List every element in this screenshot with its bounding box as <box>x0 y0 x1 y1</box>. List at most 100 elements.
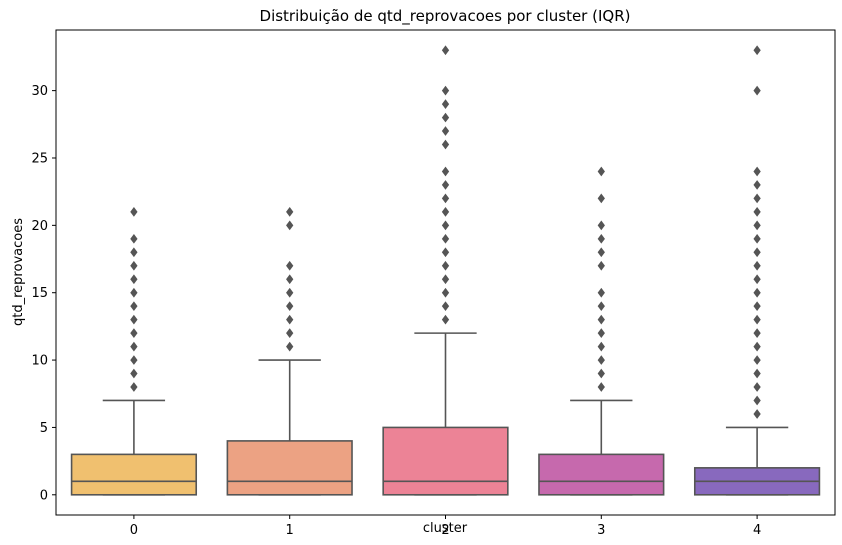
outlier-point <box>753 166 761 177</box>
outlier-point <box>130 355 138 365</box>
outlier-point <box>441 166 450 177</box>
outlier-point <box>286 341 294 352</box>
outlier-point <box>441 85 450 96</box>
outlier-point <box>441 301 450 312</box>
outlier-point <box>753 233 761 244</box>
outlier-point <box>597 260 605 271</box>
outlier-point <box>130 233 138 244</box>
outlier-point <box>130 260 138 271</box>
outlier-point <box>441 274 450 285</box>
outlier-point <box>286 301 294 312</box>
outlier-point <box>597 220 605 231</box>
outlier-point <box>753 287 761 298</box>
plot-frame <box>55 29 836 516</box>
outlier-point <box>597 233 605 244</box>
outlier-point <box>753 220 761 231</box>
box-group-cluster-3 <box>538 166 665 496</box>
outlier-point <box>753 274 761 285</box>
chart-title: Distribuição de qtd_reprovacoes por clus… <box>260 7 631 26</box>
outlier-point <box>286 287 294 298</box>
outlier-point <box>441 126 450 136</box>
outlier-point <box>441 314 450 325</box>
x-tick-label: 1 <box>286 523 294 538</box>
outlier-point <box>597 166 605 177</box>
outlier-point <box>597 355 605 365</box>
y-tick-label: 30 <box>31 84 48 99</box>
outlier-point <box>441 45 450 56</box>
outlier-point <box>753 193 761 204</box>
x-axis-label: cluster <box>423 521 468 536</box>
iqr-box <box>70 453 198 496</box>
iqr-box <box>226 440 353 496</box>
outlier-point <box>130 207 138 217</box>
boxes-layer <box>70 45 821 496</box>
outlier-point <box>597 341 605 352</box>
iqr-box <box>382 426 509 496</box>
iqr-box <box>538 453 665 496</box>
outlier-point <box>753 341 761 352</box>
outlier-point <box>441 99 450 109</box>
outlier-point <box>441 233 450 244</box>
outlier-point <box>130 287 138 298</box>
outlier-point <box>130 274 138 285</box>
outlier-point <box>130 341 138 352</box>
outlier-point <box>130 314 138 325</box>
outlier-point <box>597 382 605 392</box>
x-tick-label: 0 <box>130 523 138 538</box>
box-group-cluster-0 <box>70 207 198 496</box>
outlier-point <box>597 247 605 258</box>
box-group-cluster-1 <box>226 207 353 496</box>
y-tick-label: 0 <box>40 488 48 503</box>
outlier-point <box>441 287 450 298</box>
x-axis-ticks: 0 1 2 3 4 <box>130 515 761 538</box>
outlier-point <box>753 45 761 56</box>
outlier-point <box>597 314 605 325</box>
outlier-point <box>597 287 605 298</box>
outlier-point <box>286 328 294 338</box>
outlier-point <box>130 328 138 338</box>
outlier-point <box>286 274 294 285</box>
x-tick-label: 4 <box>753 523 761 538</box>
x-tick-label: 3 <box>597 523 605 538</box>
y-tick-label: 25 <box>31 151 48 166</box>
outlier-point <box>286 314 294 325</box>
outlier-point <box>130 301 138 312</box>
box-group-cluster-4 <box>693 45 821 496</box>
outlier-point <box>441 260 450 271</box>
outlier-point <box>753 355 761 365</box>
outlier-point <box>286 260 294 271</box>
box-group-cluster-2 <box>382 45 509 496</box>
outlier-point <box>286 207 294 217</box>
outlier-point <box>597 301 605 312</box>
y-axis-ticks: 0 5 10 15 20 25 30 <box>31 84 56 503</box>
outlier-point <box>753 368 761 379</box>
outlier-point <box>753 207 761 217</box>
y-tick-label: 10 <box>31 354 48 369</box>
outlier-point <box>597 368 605 379</box>
outlier-point <box>753 395 761 406</box>
outlier-point <box>753 301 761 312</box>
outlier-point <box>441 139 450 150</box>
outlier-point <box>753 328 761 338</box>
outlier-point <box>753 85 761 96</box>
outlier-point <box>753 409 761 419</box>
outlier-point <box>753 382 761 392</box>
outlier-point <box>441 220 450 231</box>
outlier-point <box>597 328 605 338</box>
outlier-point <box>753 180 761 190</box>
outlier-point <box>441 193 450 204</box>
y-tick-label: 15 <box>31 286 48 301</box>
x-tick-label: 2 <box>441 523 449 538</box>
outlier-point <box>753 260 761 271</box>
outlier-point <box>753 247 761 258</box>
outlier-point <box>597 193 605 204</box>
y-axis-label: qtd_reprovacoes <box>11 218 26 326</box>
y-tick-label: 20 <box>31 219 48 234</box>
y-tick-label: 5 <box>40 421 48 436</box>
outlier-point <box>753 314 761 325</box>
outlier-point <box>441 207 450 217</box>
outlier-point <box>130 247 138 258</box>
outlier-point <box>441 247 450 258</box>
outlier-point <box>130 368 138 379</box>
